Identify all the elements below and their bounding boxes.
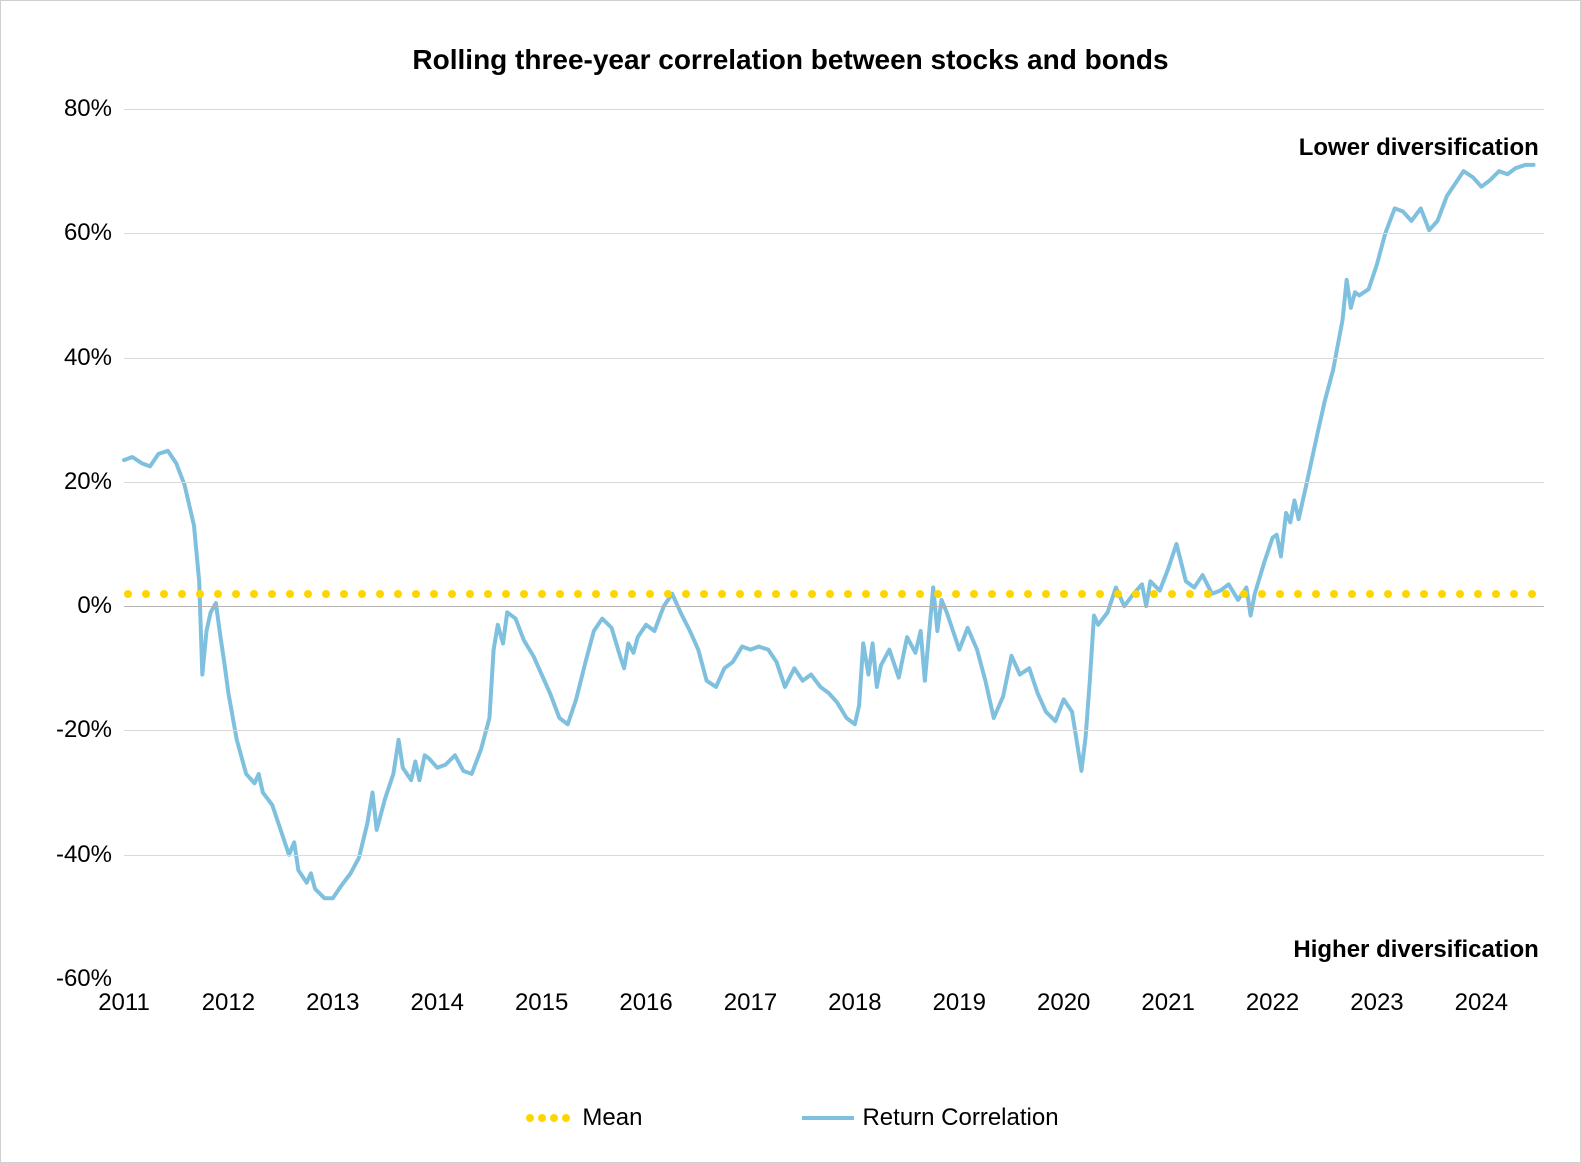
legend-label-series: Return Correlation xyxy=(862,1104,1058,1132)
series-line xyxy=(124,165,1534,898)
x-tick-label: 2019 xyxy=(933,989,986,1017)
chart-inner: Rolling three-year correlation between s… xyxy=(9,9,1572,1154)
y-tick-label: 60% xyxy=(64,219,112,247)
mean-line xyxy=(124,590,1544,598)
y-tick-label: 80% xyxy=(64,95,112,123)
x-tick-label: 2023 xyxy=(1350,989,1403,1017)
zero-line xyxy=(124,606,1544,607)
x-tick-label: 2014 xyxy=(411,989,464,1017)
gridline xyxy=(124,233,1544,234)
plot-area: 80%60%40%20%0%-20%-40%-60%20112012201320… xyxy=(124,109,1544,979)
legend-item-mean: Mean xyxy=(522,1104,642,1132)
x-tick-label: 2021 xyxy=(1141,989,1194,1017)
x-tick-label: 2016 xyxy=(619,989,672,1017)
gridline xyxy=(124,358,1544,359)
annotation: Higher diversification xyxy=(1293,936,1538,964)
legend: Mean Return Correlation xyxy=(9,1104,1572,1132)
x-tick-label: 2020 xyxy=(1037,989,1090,1017)
y-tick-label: -20% xyxy=(56,716,112,744)
gridline xyxy=(124,109,1544,110)
x-tick-label: 2011 xyxy=(98,989,150,1017)
y-tick-label: 40% xyxy=(64,344,112,372)
chart-container: Rolling three-year correlation between s… xyxy=(0,0,1581,1163)
y-tick-label: 20% xyxy=(64,468,112,496)
x-tick-label: 2015 xyxy=(515,989,568,1017)
y-tick-label: 0% xyxy=(77,592,112,620)
x-tick-label: 2013 xyxy=(306,989,359,1017)
chart-title: Rolling three-year correlation between s… xyxy=(9,44,1572,76)
legend-label-mean: Mean xyxy=(582,1104,642,1132)
legend-item-series: Return Correlation xyxy=(802,1104,1058,1132)
x-tick-label: 2012 xyxy=(202,989,255,1017)
legend-swatch-series xyxy=(802,1116,854,1120)
x-tick-label: 2018 xyxy=(828,989,881,1017)
legend-swatch-mean xyxy=(522,1114,574,1122)
y-tick-label: -40% xyxy=(56,841,112,869)
gridline xyxy=(124,482,1544,483)
x-tick-label: 2017 xyxy=(724,989,777,1017)
gridline xyxy=(124,855,1544,856)
x-tick-label: 2022 xyxy=(1246,989,1299,1017)
gridline xyxy=(124,730,1544,731)
x-tick-label: 2024 xyxy=(1455,989,1508,1017)
series-svg xyxy=(124,109,1544,979)
annotation: Lower diversification xyxy=(1299,134,1539,162)
